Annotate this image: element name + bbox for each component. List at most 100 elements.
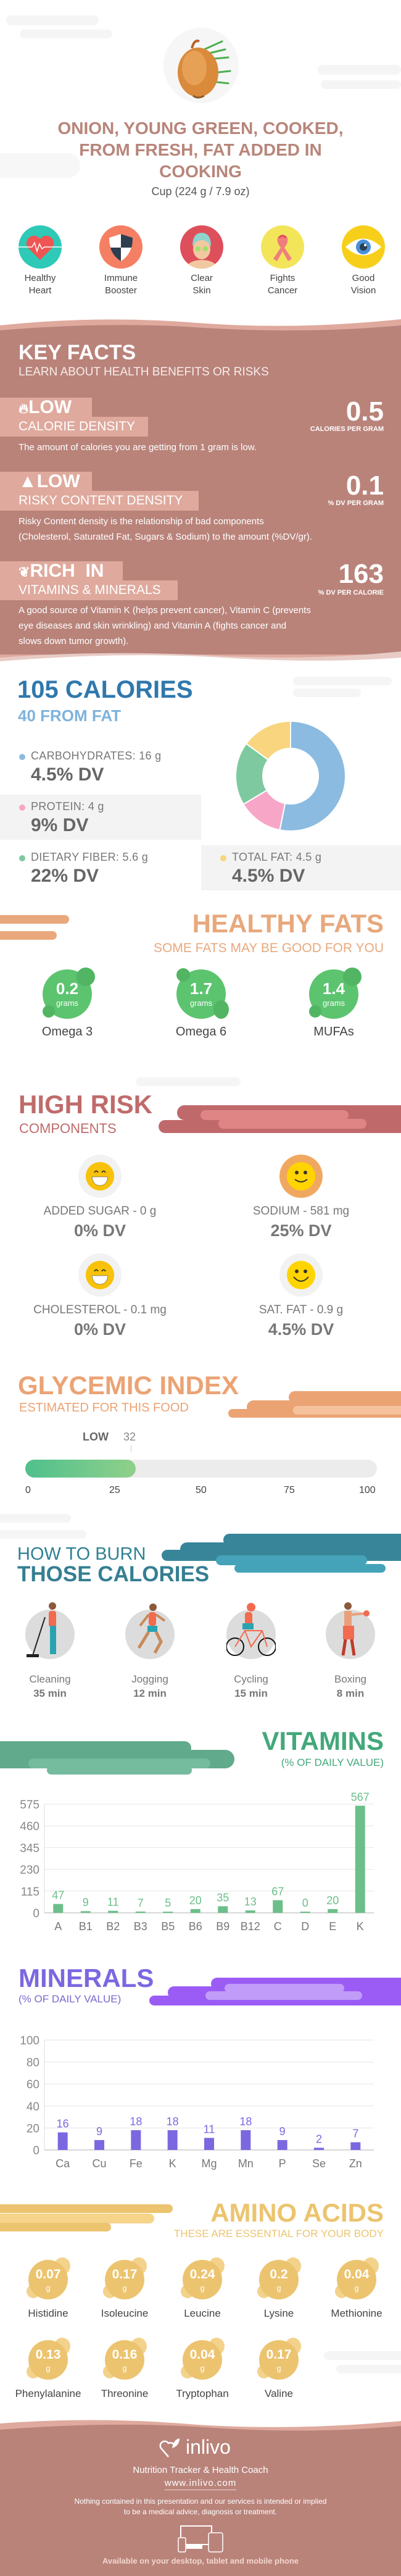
vitamin-bar-B6: [190, 1909, 200, 1913]
bar-value-label: 18: [167, 2115, 179, 2128]
amino-acid-bubble: 0.04 g: [335, 2257, 379, 2299]
bar-value-label: 2: [316, 2133, 322, 2145]
bar-value-label: 9: [96, 2125, 102, 2138]
decorative-streak: [136, 1077, 241, 1086]
glycemic-scale-label: 0: [25, 1485, 31, 1495]
high-risk-title: HIGH RISK: [19, 1090, 153, 1119]
bubble-bump: [43, 1005, 55, 1018]
macros-donut-chart: [235, 721, 346, 832]
boxing-illustration: [326, 1602, 375, 1659]
fat-unit: grams: [189, 998, 213, 1008]
amino-acid-unit: g: [46, 2283, 51, 2293]
risk-label: SODIUM - 581 mg: [252, 1205, 350, 1218]
page-title: ONION, YOUNG GREEN, COOKED, FROM FRESH, …: [0, 117, 401, 182]
fiber-legend-dot: [19, 855, 25, 861]
x-tick-label: Cu: [92, 2157, 106, 2170]
bar-value-label: 11: [204, 2123, 215, 2135]
key-facts-title: KEY FACTS: [19, 341, 136, 364]
donut-slice-carbs: [279, 721, 346, 832]
y-tick-label: 575: [20, 1799, 39, 1812]
devices-icon: [178, 2525, 223, 2553]
bar-value-label: 35: [217, 1891, 229, 1904]
glycemic-level: LOW: [83, 1431, 109, 1443]
activity-time: 35 min: [33, 1687, 67, 1699]
website-link[interactable]: www.inlivo.com: [164, 2478, 237, 2490]
carbs-dv: 4.5% DV: [31, 764, 104, 785]
calories-from-fat: 40 FROM FAT: [18, 706, 122, 725]
amino-acids-subtitle: THESE ARE ESSENTIAL FOR YOUR BODY: [173, 2228, 384, 2239]
y-tick-label: 40: [27, 2101, 39, 2114]
activity-name: Jogging: [131, 1673, 168, 1685]
amino-acid-name: Histidine: [28, 2307, 68, 2319]
title-line: FROM FRESH, FAT ADDED IN: [79, 140, 322, 159]
x-tick-label: B1: [79, 1920, 93, 1933]
glycemic-subtitle: ESTIMATED FOR THIS FOOD: [19, 1401, 189, 1415]
amino-acid-value: 0.04: [344, 2267, 370, 2281]
description-line: The amount of calories you are getting f…: [19, 442, 257, 453]
risk-label: ADDED SUGAR - 0 g: [43, 1205, 157, 1218]
benefit-label: Immune Booster: [84, 272, 158, 297]
decorative-streak: [318, 65, 401, 75]
key-facts-subtitle: LEARN ABOUT HEALTH BENEFITS OR RISKS: [19, 366, 269, 378]
x-tick-label: B12: [241, 1920, 260, 1933]
fact-description: A good source of Vitamin K (helps preven…: [19, 603, 382, 649]
cycling-person-icon: [226, 1603, 276, 1656]
description-line: A good source of Vitamin K (helps preven…: [19, 605, 311, 616]
vitamin-bar-B5: [163, 1912, 173, 1913]
bar-value-label: 16: [57, 2118, 69, 2130]
amino-acid-unit: g: [200, 2364, 205, 2373]
y-tick-label: 20: [27, 2122, 39, 2135]
decorative-streak: [234, 1564, 386, 1573]
leaf-icon: ❦: [19, 564, 30, 580]
bar-value-label: 0: [302, 1897, 308, 1909]
bar-value-label: 5: [165, 1897, 171, 1909]
decorative-streak: [205, 1991, 362, 2000]
donut-slice-fat: [245, 721, 291, 761]
y-tick-label: 60: [27, 2078, 39, 2091]
fact-level: ❦RICH IN: [19, 561, 104, 582]
amino-acid-bubble: 0.16 g: [103, 2338, 147, 2380]
shield-icon: [109, 234, 133, 261]
x-tick-label: Zn: [349, 2157, 362, 2170]
amino-acid-name: Methionine: [331, 2307, 382, 2319]
footer-background: [0, 2420, 401, 2576]
footer-disclaimer: Nothing contained in this presentation a…: [0, 2496, 401, 2517]
fat-unit: grams: [56, 998, 79, 1008]
cleaning-person-icon: [27, 1602, 56, 1657]
healthy-heart-badge: [19, 225, 62, 269]
vitamins-subtitle: (% OF DAILY VALUE): [281, 1757, 384, 1768]
burn-title-top: HOW TO BURN: [17, 1544, 146, 1564]
fat-name: Omega 3: [41, 1025, 93, 1039]
fact-category-box: [0, 491, 199, 511]
flame-icon: 🔥︎: [19, 401, 29, 416]
fact-level-text: RICH IN: [30, 561, 104, 581]
decorative-streak: [218, 1119, 366, 1129]
fat-name: Omega 6: [175, 1025, 227, 1039]
amino-acids-title: AMINO ACIDS: [210, 2198, 384, 2227]
ribbon-icon: [273, 235, 292, 261]
high-risk-subtitle: COMPONENTS: [19, 1121, 117, 1136]
disclaimer-line: to be a medical advice, diagnosis or tre…: [123, 2507, 278, 2516]
decorative-streak: [0, 2214, 154, 2223]
face-mask-icon: [187, 233, 217, 269]
description-line: (Cholesterol, Saturated Fat, Sugars & So…: [19, 532, 313, 542]
y-tick-label: 0: [33, 1907, 39, 1920]
x-tick-label: Se: [312, 2157, 326, 2170]
fact-value: 0.1: [345, 470, 384, 501]
amino-acid-value: 0.13: [35, 2348, 61, 2362]
bar-value-label: 9: [83, 1896, 89, 1909]
mineral-bar-Mg: [204, 2138, 214, 2150]
heart-leaf-icon: [159, 2438, 180, 2457]
grinning-face-icon: [86, 1162, 114, 1190]
vitamin-bar-B9: [218, 1906, 228, 1913]
amino-acid-bubble: 0.17 g: [257, 2338, 301, 2380]
glycemic-scale-label: 75: [284, 1485, 295, 1495]
fat-legend-dot: [220, 855, 226, 861]
risk-label: SAT. FAT - 0.9 g: [258, 1303, 344, 1316]
carbs-label: CARBOHYDRATES: 16 g: [31, 750, 162, 762]
vitamin-bar-B3: [135, 1911, 146, 1913]
vitamin-bar-B2: [108, 1910, 118, 1913]
clear-skin-badge: [180, 225, 223, 269]
bar-value-label: 13: [244, 1896, 257, 1908]
amino-acid-name: Phenylalanine: [15, 2388, 81, 2399]
